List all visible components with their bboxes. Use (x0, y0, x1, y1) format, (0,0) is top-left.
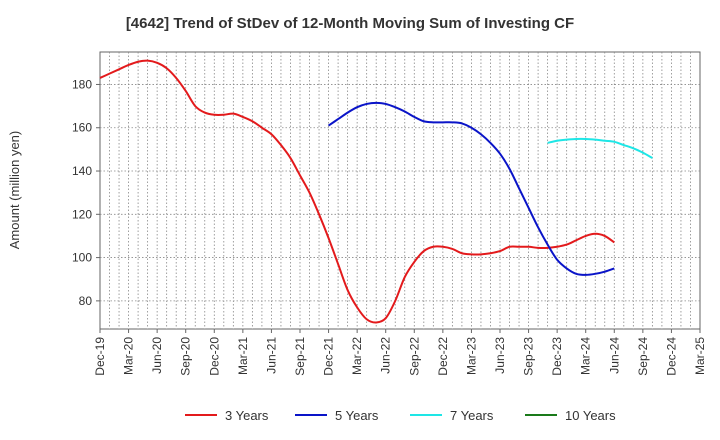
x-tick-label: Mar-25 (693, 337, 707, 375)
x-tick-label: Sep-20 (179, 337, 193, 376)
series-lines (99, 59, 653, 324)
y-tick-label: 120 (72, 207, 92, 221)
x-tick-label: Jun-23 (493, 337, 507, 374)
x-tick-label: Mar-23 (464, 337, 478, 375)
y-tick-label: 100 (72, 251, 92, 265)
y-tick-label: 140 (72, 164, 92, 178)
x-tick-label: Dec-21 (322, 337, 336, 376)
legend: 3 Years 5 Years 7 Years 10 Years (185, 408, 616, 423)
x-tick-label: Dec-24 (664, 337, 678, 376)
chart-title: [4642] Trend of StDev of 12-Month Moving… (126, 15, 574, 32)
x-tick-label: Jun-20 (150, 337, 164, 374)
y-tick-label: 180 (72, 77, 92, 91)
x-tick-label: Jun-22 (379, 337, 393, 374)
x-tick-label: Sep-23 (522, 337, 536, 376)
y-tick-label: 160 (72, 121, 92, 135)
x-tick-label: Mar-22 (350, 337, 364, 375)
x-tick-label: Jun-24 (607, 337, 621, 374)
y-axis: 80 100 120 140 160 180 (72, 77, 100, 308)
y-axis-label: Amount (million yen) (7, 131, 22, 250)
y-tick-label: 80 (79, 294, 93, 308)
legend-label-3-years: 3 Years (225, 408, 269, 423)
legend-label-10-years: 10 Years (565, 408, 616, 423)
x-tick-label: Jun-21 (264, 337, 278, 374)
series-line-5-years (328, 101, 615, 276)
x-tick-label: Dec-22 (436, 337, 450, 376)
x-tick-label: Dec-23 (550, 337, 564, 376)
series-line-7-years (547, 137, 653, 159)
x-tick-label: Mar-21 (236, 337, 250, 375)
x-tick-label: Sep-21 (293, 337, 307, 376)
x-tick-label: Dec-19 (93, 337, 107, 376)
x-tick-label: Sep-22 (407, 337, 421, 376)
legend-label-5-years: 5 Years (335, 408, 379, 423)
x-tick-label: Sep-24 (636, 337, 650, 376)
x-axis: Dec-19 Mar-20 Jun-20 Sep-20 Dec-20 Mar-21 Jun-… (93, 329, 707, 376)
x-tick-label: Dec-20 (207, 337, 221, 376)
legend-label-7-years: 7 Years (450, 408, 494, 423)
plot-area (99, 51, 701, 330)
grid (100, 52, 700, 329)
x-tick-label: Mar-24 (579, 337, 593, 375)
x-tick-label: Mar-20 (122, 337, 136, 375)
series-line-3-years (99, 59, 615, 324)
